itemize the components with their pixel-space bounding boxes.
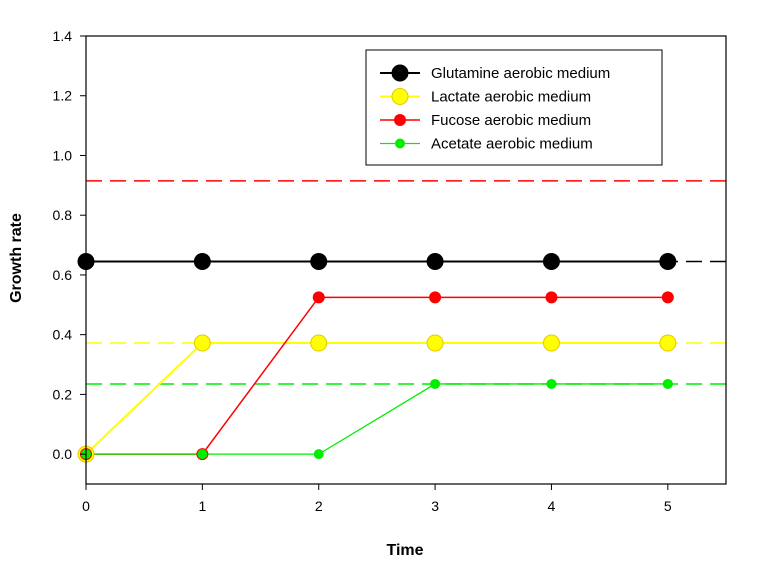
y-tick-label: 0.6 (53, 267, 73, 283)
plot-frame (85, 35, 727, 485)
data-point-lactate-aerobic-medium (310, 334, 328, 352)
data-point-acetate-aerobic-medium (662, 378, 673, 389)
reference-lines (86, 180, 726, 385)
y-axis-title: Growth rate (8, 213, 25, 303)
x-tick-label: 3 (431, 498, 439, 514)
data-point-lactate-aerobic-medium (659, 334, 677, 352)
legend-label-acetate-aerobic-medium: Acetate aerobic medium (431, 136, 593, 153)
y-tick-label: 0.2 (53, 386, 73, 402)
y-tick-label: 1.0 (53, 147, 73, 163)
series-line-acetate-aerobic-medium (86, 383, 668, 455)
legend: Glutamine aerobic medium Lactate aerobic … (365, 49, 663, 166)
data-point-glutamine-aerobic-medium (426, 252, 444, 270)
y-axis-ticks: 0.0 0.2 0.4 0.6 0.8 1.0 1.2 1.4 (53, 28, 86, 462)
data-point-lactate-aerobic-medium (426, 334, 444, 352)
legend-label-lactate-aerobic-medium: Lactate aerobic medium (431, 89, 591, 106)
data-point-acetate-aerobic-medium (430, 378, 441, 389)
data-point-glutamine-aerobic-medium (193, 252, 211, 270)
data-point-glutamine-aerobic-medium (542, 252, 560, 270)
data-point-fucose-aerobic-medium (429, 291, 442, 304)
legend-marker-fucose-aerobic-medium (394, 114, 406, 126)
legend-marker-lactate-aerobic-medium (391, 88, 409, 105)
series-line-lactate-aerobic-medium (85, 342, 668, 455)
data-point-lactate-aerobic-medium (193, 334, 211, 352)
data-point-acetate-aerobic-medium (313, 449, 324, 460)
data-point-glutamine-aerobic-medium (310, 252, 328, 270)
y-tick-label: 0.8 (53, 207, 73, 223)
data-point-fucose-aerobic-medium (312, 291, 325, 304)
x-axis-title: Time (386, 542, 423, 559)
y-tick-label: 0.4 (53, 327, 73, 343)
legend-label-fucose-aerobic-medium: Fucose aerobic medium (431, 112, 591, 129)
y-tick-label: 1.2 (53, 88, 73, 104)
series-line-fucose-aerobic-medium (86, 296, 668, 455)
x-tick-label: 0 (82, 498, 90, 514)
data-point-acetate-aerobic-medium (197, 449, 208, 460)
y-tick-label: 0.0 (53, 446, 73, 462)
data-point-glutamine-aerobic-medium (659, 252, 677, 270)
x-tick-label: 5 (664, 498, 672, 514)
data-point-fucose-aerobic-medium (545, 291, 558, 304)
x-axis-ticks: 0 1 2 3 4 5 (82, 484, 672, 514)
legend-box (365, 49, 663, 166)
data-point-fucose-aerobic-medium (661, 291, 674, 304)
x-tick-label: 2 (315, 498, 323, 514)
y-tick-label: 1.4 (53, 28, 73, 44)
legend-marker-acetate-aerobic-medium (395, 138, 405, 149)
series-markers (77, 252, 677, 463)
x-tick-label: 4 (548, 498, 556, 514)
legend-label-glutamine-aerobic-medium: Glutamine aerobic medium (431, 65, 610, 82)
series-lines (85, 260, 668, 455)
data-point-acetate-aerobic-medium (546, 378, 557, 389)
legend-marker-glutamine-aerobic-medium (391, 64, 409, 82)
data-point-lactate-aerobic-medium (542, 334, 560, 352)
x-tick-label: 1 (198, 498, 206, 514)
